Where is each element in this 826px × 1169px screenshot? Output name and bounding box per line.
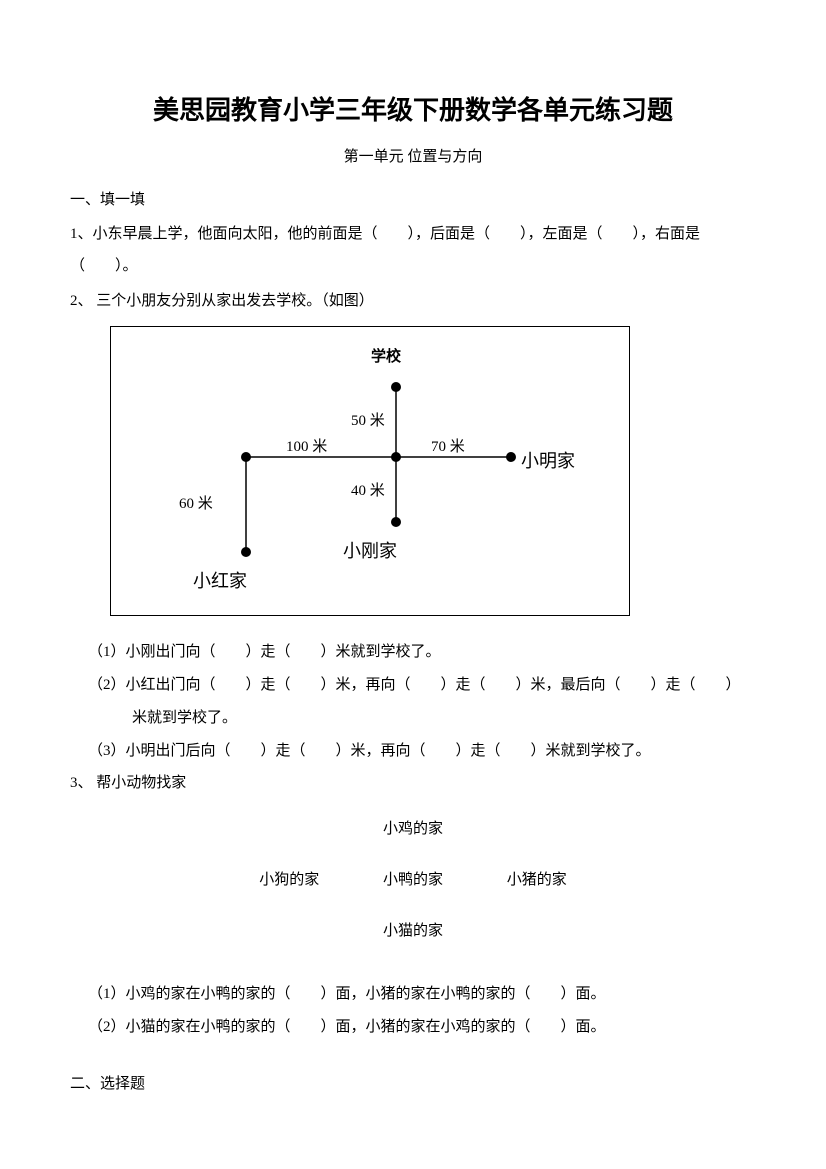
node-school bbox=[391, 382, 401, 392]
question-1: 1、小东早晨上学，他面向太阳，他的前面是（ ），后面是（ ），左面是（ ），右面… bbox=[70, 219, 756, 282]
label-xiaoming: 小明家 bbox=[521, 447, 575, 473]
label-50m: 50 米 bbox=[351, 409, 385, 430]
question-2: 2、 三个小朋友分别从家出发去学校。（如图） bbox=[70, 286, 756, 318]
diagram-map: 学校 50 米 100 米 70 米 60 米 40 米 小明家 小刚家 小红家 bbox=[110, 326, 630, 616]
node-lefttop bbox=[241, 452, 251, 462]
animal-cat: 小猫的家 bbox=[383, 923, 443, 939]
question-3-2: （2）小猫的家在小鸭的家的（ ）面，小猪的家在小鸡的家的（ ）面。 bbox=[70, 1011, 756, 1044]
section-1-header: 一、填一填 bbox=[70, 188, 756, 209]
section-2-header: 二、选择题 bbox=[70, 1072, 756, 1093]
node-xiaoming bbox=[506, 452, 516, 462]
animal-duck: 小鸭的家 bbox=[383, 868, 443, 889]
label-40m: 40 米 bbox=[351, 479, 385, 500]
animal-pig: 小猪的家 bbox=[507, 868, 567, 889]
label-xiaohong: 小红家 bbox=[193, 567, 247, 593]
animals-middle-row: 小狗的家 小鸭的家 小猪的家 bbox=[70, 868, 756, 889]
question-3-1: （1）小鸡的家在小鸭的家的（ ）面，小猪的家在小鸭的家的（ ）面。 bbox=[70, 978, 756, 1011]
question-2-1: （1）小刚出门向（ ）走（ ）米就到学校了。 bbox=[70, 636, 756, 669]
label-100m: 100 米 bbox=[286, 435, 327, 456]
label-xiaogang: 小刚家 bbox=[343, 537, 397, 563]
animals-top-row: 小鸡的家 bbox=[70, 817, 756, 838]
animal-dog: 小狗的家 bbox=[259, 868, 319, 889]
node-center bbox=[391, 452, 401, 462]
animals-bottom-row: 小猫的家 bbox=[70, 919, 756, 940]
page-title: 美思园教育小学三年级下册数学各单元练习题 bbox=[70, 90, 756, 127]
node-xiaogang bbox=[391, 517, 401, 527]
question-2-2b: 米就到学校了。 bbox=[70, 702, 756, 735]
question-2-2a: （2）小红出门向（ ）走（ ）米，再向（ ）走（ ）米，最后向（ ）走（ ） bbox=[70, 669, 756, 702]
label-60m: 60 米 bbox=[179, 492, 213, 513]
label-school: 学校 bbox=[371, 345, 401, 366]
label-70m: 70 米 bbox=[431, 435, 465, 456]
node-xiaohong bbox=[241, 547, 251, 557]
page-subtitle: 第一单元 位置与方向 bbox=[70, 145, 756, 166]
animal-chicken: 小鸡的家 bbox=[383, 821, 443, 837]
question-3: 3、 帮小动物找家 bbox=[70, 768, 756, 800]
question-2-3: （3）小明出门后向（ ）走（ ）米，再向（ ）走（ ）米就到学校了。 bbox=[70, 735, 756, 768]
